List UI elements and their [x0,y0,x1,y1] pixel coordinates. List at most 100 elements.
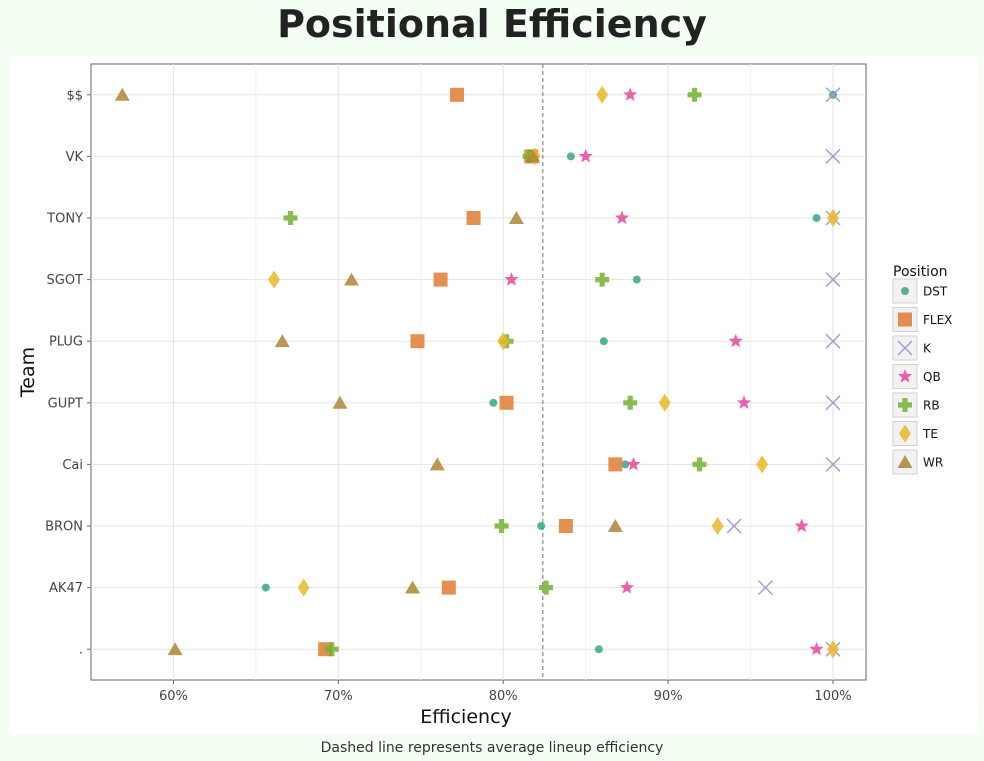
legend-label: TE [922,427,938,441]
x-tick-label: 100% [814,689,851,704]
x-tick-label: 60% [159,689,188,704]
y-tick-label: . [79,643,83,658]
data-point-dst [812,214,821,222]
data-point-flex [608,457,623,472]
plot-area-border [90,63,867,681]
y-tick-label: PLUG [49,335,83,350]
x-tick-label: 70% [324,689,353,704]
x-tick-label: 90% [654,689,683,704]
legend-label: DST [923,285,948,299]
data-point-dst [537,522,546,530]
data-point-k [825,148,841,164]
legend-key-dst [901,287,909,295]
axis-layer: 60% 70% 80% 90% 100% $$ VK TONY SGOT PLUG GUPT Cai B… [45,88,852,704]
data-point-k [825,87,841,103]
data-point-qb [504,272,519,286]
legend-key-k [897,340,913,356]
data-point-te [827,209,840,227]
data-point-qb [619,580,635,594]
data-point-qb [578,148,593,163]
data-point-rb [283,211,298,225]
data-point-rb [687,87,702,102]
data-point-wr [405,580,421,594]
data-point-rb [494,519,509,533]
data-point-rb [623,395,638,410]
y-tick-label: Cai [62,458,83,473]
x-tick-label: 80% [489,689,518,704]
data-point-dst [599,337,608,346]
data-point-dst [566,152,575,161]
legend-label: RB [923,399,940,413]
chart-title: Positional Efficiency [277,2,707,46]
data-point-dst [261,583,270,592]
data-point-rb [324,642,339,657]
data-point-wr [274,334,290,348]
legend-title: Position [893,264,948,280]
legend-key-rb [898,398,912,412]
data-point-k [825,333,841,349]
data-point-te [827,640,840,659]
data-point-qb [623,87,638,101]
y-tick-label: GUPT [48,396,83,411]
data-point-flex [466,211,481,225]
data-point-wr [607,519,623,532]
legend-label: QB [923,370,941,384]
data-point-k [757,580,773,596]
data-point-wr [332,395,348,409]
legend-label: WR [923,456,943,470]
data-point-dst [632,275,641,284]
legend-label: K [923,342,932,356]
data-point-wr [344,272,360,286]
data-point-flex [433,272,448,287]
chart-panel: 60% 70% 80% 90% 100% $$ VK TONY SGOT PLUG GUPT Cai B… [10,56,979,734]
y-tick-label: TONY [46,212,83,227]
y-tick-label: AK47 [49,581,83,596]
data-point-k [825,272,841,288]
data-point-te [596,85,609,104]
data-point-te [297,578,310,597]
chart-svg: 60% 70% 80% 90% 100% $$ VK TONY SGOT PLUG GUPT Cai B… [17,63,952,728]
legend: Position DST FLEX K QB RB TE WR [892,264,952,475]
data-point-flex [441,580,456,595]
data-point-te [268,270,281,289]
data-point-te [756,455,769,474]
data-point-rb [539,580,554,595]
legend-key-flex [898,312,912,327]
data-point-wr [114,87,130,101]
y-tick-label: SGOT [47,273,84,288]
x-axis-title: Efficiency [420,706,512,728]
chart-caption: Dashed line represents average lineup ef… [320,740,664,756]
legend-key-wr [897,455,913,468]
data-point-wr [508,211,524,224]
data-point-te [658,393,671,412]
data-point-qb [736,395,752,409]
data-point-rb [595,272,610,287]
data-point-flex [410,334,425,349]
data-point-wr [167,642,183,656]
data-point-flex [450,87,465,102]
data-point-dst [594,645,603,654]
legend-label: FLEX [923,313,952,327]
data-point-dst [489,398,498,407]
legend-key-qb [897,369,913,383]
y-tick-label: $$ [66,88,83,103]
data-point-flex [499,395,514,410]
data-point-qb [728,333,743,348]
y-tick-label: BRON [45,520,83,535]
data-point-wr [525,149,541,163]
data-point-qb [626,456,641,471]
data-point-dst [621,460,630,469]
data-point-rb [692,457,707,472]
data-point-qb [794,518,809,533]
points-layer [114,85,841,659]
data-point-flex [558,519,573,533]
legend-key-te [899,424,911,443]
data-point-qb [809,641,824,656]
grid-layer [91,64,866,680]
data-point-te [711,517,724,535]
data-point-wr [429,457,445,471]
y-axis-title: Team [17,347,39,398]
data-point-k [825,395,841,411]
y-tick-label: VK [66,150,84,165]
data-point-qb [614,210,630,225]
